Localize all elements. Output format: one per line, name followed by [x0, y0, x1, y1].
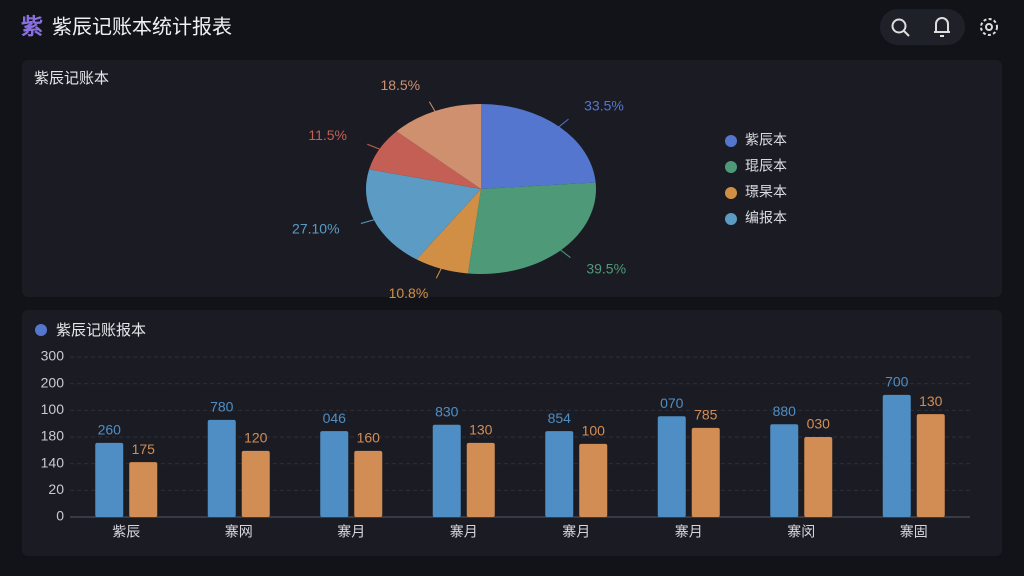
search-button[interactable]	[891, 18, 910, 37]
bar-value-label: 130	[469, 422, 493, 438]
bar	[432, 424, 461, 517]
y-tick-label: 0	[56, 508, 64, 524]
bar-value-label: 780	[210, 399, 234, 415]
legend-label: 琨辰本	[745, 158, 787, 174]
bar	[691, 427, 720, 517]
bar-value-label: 854	[548, 410, 572, 426]
pie-slice	[416, 189, 481, 274]
page-title: 紫辰记账本统计报表	[52, 15, 232, 38]
settings-button[interactable]	[980, 18, 998, 36]
x-tick-label: 寨月	[675, 524, 703, 540]
bar	[207, 419, 236, 517]
y-tick-label: 200	[41, 374, 65, 390]
bar	[657, 416, 686, 517]
pie-slice	[481, 104, 596, 189]
bar	[916, 414, 945, 517]
bar-value-label: 120	[244, 430, 268, 446]
bar-value-label: 880	[773, 403, 797, 419]
bar-title: 紫辰记账报本	[56, 322, 146, 339]
bar-value-label: 700	[885, 374, 909, 390]
bar-value-label: 260	[98, 422, 122, 438]
bar-value-label: 785	[694, 407, 718, 423]
x-tick-label: 寨月	[450, 524, 478, 540]
app-icon: 紫	[21, 14, 43, 39]
leader-line	[428, 101, 447, 131]
bar-value-label: 070	[660, 395, 684, 411]
x-tick-label: 寨网	[225, 524, 253, 540]
x-tick-label: 寨固	[900, 524, 928, 540]
bar	[95, 442, 124, 517]
bar	[804, 437, 833, 517]
bar-value-label: 160	[357, 430, 381, 446]
bar-value-label: 130	[919, 393, 943, 409]
bar-panel	[22, 310, 1002, 556]
legend-swatch	[725, 187, 737, 199]
y-tick-label: 180	[41, 428, 65, 444]
legend-swatch	[725, 135, 737, 147]
bar-value-label: 830	[435, 403, 459, 419]
bar	[579, 443, 608, 517]
slice-label: 33.5%	[584, 97, 624, 113]
bar	[882, 394, 911, 517]
leader-line	[540, 234, 571, 258]
y-tick-label: 100	[41, 401, 65, 417]
slice-label: 10.8%	[389, 285, 429, 301]
bar	[320, 431, 349, 517]
bar-value-label: 100	[582, 423, 606, 439]
notification-button[interactable]	[934, 17, 950, 37]
pie-slice	[396, 104, 481, 189]
bar-title-dot	[35, 324, 47, 336]
pie-title: 紫辰记账本	[34, 70, 109, 87]
leader-line	[367, 143, 406, 160]
legend-swatch	[725, 161, 737, 173]
bar	[241, 450, 270, 517]
bar-value-label: 175	[132, 441, 156, 457]
slice-label: 11.5%	[308, 127, 347, 143]
leader-line	[539, 118, 569, 143]
bar	[466, 442, 495, 517]
x-tick-label: 寨月	[337, 524, 365, 540]
bar-value-label: 030	[807, 416, 831, 432]
bar-value-label: 046	[323, 410, 347, 426]
x-tick-label: 紫辰	[112, 524, 140, 540]
legend-label: 编报本	[745, 210, 787, 226]
slice-label: 39.5%	[586, 260, 626, 276]
leader-line	[435, 248, 452, 279]
legend-label: 璟杲本	[745, 184, 787, 200]
leader-line	[360, 211, 401, 225]
legend-label: 紫辰本	[745, 132, 787, 148]
x-tick-label: 寨闵	[787, 524, 815, 540]
bar	[354, 450, 383, 517]
y-tick-label: 140	[41, 454, 65, 470]
pie-slice	[467, 182, 596, 275]
legend-swatch	[725, 213, 737, 225]
bar	[545, 431, 574, 517]
slice-label: 18.5%	[380, 77, 420, 93]
pie-slice	[369, 131, 481, 189]
pie-slice	[366, 169, 481, 260]
bar	[129, 462, 158, 517]
x-tick-label: 寨月	[562, 524, 590, 540]
y-tick-label: 20	[48, 481, 64, 497]
bar	[770, 424, 799, 517]
y-tick-label: 300	[41, 348, 65, 364]
slice-label: 27.10%	[292, 220, 339, 236]
